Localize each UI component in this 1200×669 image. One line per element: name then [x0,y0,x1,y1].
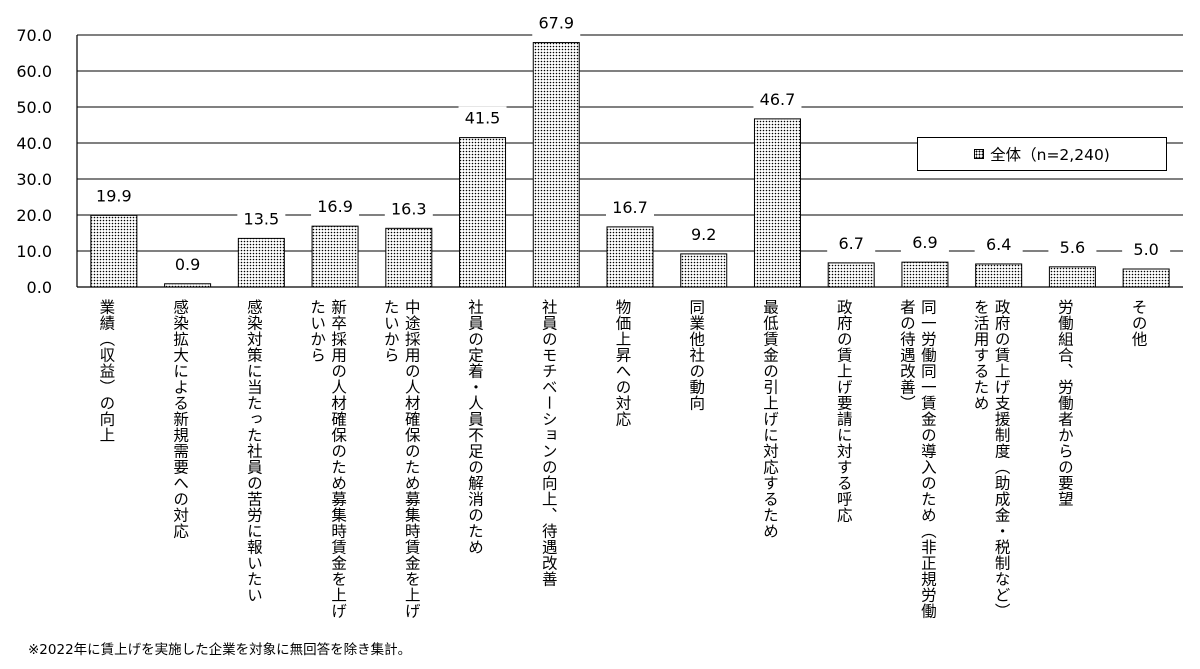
bar [164,283,212,288]
data-label-bg [900,231,949,256]
x-tick-label: 中途採用の人材確保のため募集時賃金を上げたいから [381,299,421,619]
y-tick-label: 60.0 [16,62,52,81]
legend: 全体（n=2,240) [917,137,1167,171]
x-tick-label: 社員の定着・人員不足の解消のため [466,299,485,555]
data-label: 6.9 [912,233,937,252]
y-tick-label: 50.0 [16,98,52,117]
bar [311,225,359,288]
data-label: 6.7 [838,234,863,253]
data-label: 19.9 [96,186,132,205]
data-label-bg [827,231,876,256]
x-tick-label: 政府の賃上げ要請に対する呼応 [834,299,853,523]
x-tick-label: 感染対策に当たった社員の苦労に報いたい [244,299,263,603]
data-label: 13.5 [244,209,280,228]
bar [459,137,507,288]
bar [1122,268,1170,288]
x-tick-label: 業績（収益）の向上 [97,299,116,443]
y-tick-label: 20.0 [16,206,52,225]
data-label-bg [311,195,360,220]
bar [237,237,285,288]
data-label-bg [237,207,286,232]
data-label-bg [458,106,507,131]
bar [606,226,654,288]
x-tick-label: 物価上昇への対応 [613,299,632,427]
footnote: ※2022年に賃上げを実施した企業を対象に無回答を除き集計。 [28,642,412,658]
y-tick-label: 70.0 [16,26,52,45]
data-label: 16.7 [612,198,648,217]
data-label-bg [679,222,728,247]
bars [90,42,1170,288]
data-labels: 19.9 0.9 13.5 16.9 16.3 41.5 67.9 16.7 9.2 46.7 6.… [89,11,1171,277]
data-label: 5.0 [1133,240,1158,259]
y-tick-label: 30.0 [16,170,52,189]
x-tick-label: 同一労働同一賃金の導入のため（非正規労働者の待遇改善） [897,299,937,619]
data-label-bg [1048,235,1097,260]
bar [753,118,801,288]
data-label-bg [384,197,433,222]
x-tick-label: 最低賃金の引上げに対応するため [760,299,779,539]
x-tick-label: 政府の賃上げ支援制度（助成金・税制など）を活用するため [971,299,1011,619]
data-label: 41.5 [465,109,501,128]
bar [385,227,433,288]
bar [90,214,138,288]
x-tick-label: 労働組合、労働者からの要望 [1055,299,1074,507]
data-label-bg [163,252,212,277]
x-tick-label: 新卒採用の人材確保のため募集時賃金を上げたいから [308,299,348,619]
y-tick-label: 0.0 [27,278,52,297]
x-tick-label: 同業他社の動向 [687,299,706,411]
data-label: 9.2 [691,225,716,244]
y-tick-label: 40.0 [16,134,52,153]
data-label: 16.3 [391,199,427,218]
legend-label: 全体（n=2,240) [990,146,1110,164]
y-axis-ticks: 0.0 10.0 20.0 30.0 40.0 50.0 60.0 70.0 [16,26,52,297]
x-tick-label: その他 [1129,299,1148,347]
bar [827,262,875,288]
data-label: 5.6 [1060,238,1085,257]
bar [901,261,949,288]
x-tick-label: 社員のモチベーションの向上、待遇改善 [539,299,558,587]
data-label-bg [753,87,802,112]
data-label-bg [606,195,654,220]
data-label-bg [1122,238,1171,262]
data-label-bg [89,184,138,209]
bar [975,263,1023,288]
data-label: 67.9 [538,14,574,33]
bar [1048,266,1096,288]
data-label: 6.4 [986,235,1011,254]
bar [532,42,580,288]
data-label-bg [974,232,1023,257]
x-tick-label: 感染拡大による新規需要への対応 [171,299,190,539]
bar [680,253,728,288]
data-label: 46.7 [760,90,796,109]
data-label: 0.9 [175,255,200,274]
legend-swatch [974,149,985,159]
y-tick-label: 10.0 [16,242,52,261]
data-label: 16.9 [317,197,353,216]
data-label-bg [532,11,581,36]
